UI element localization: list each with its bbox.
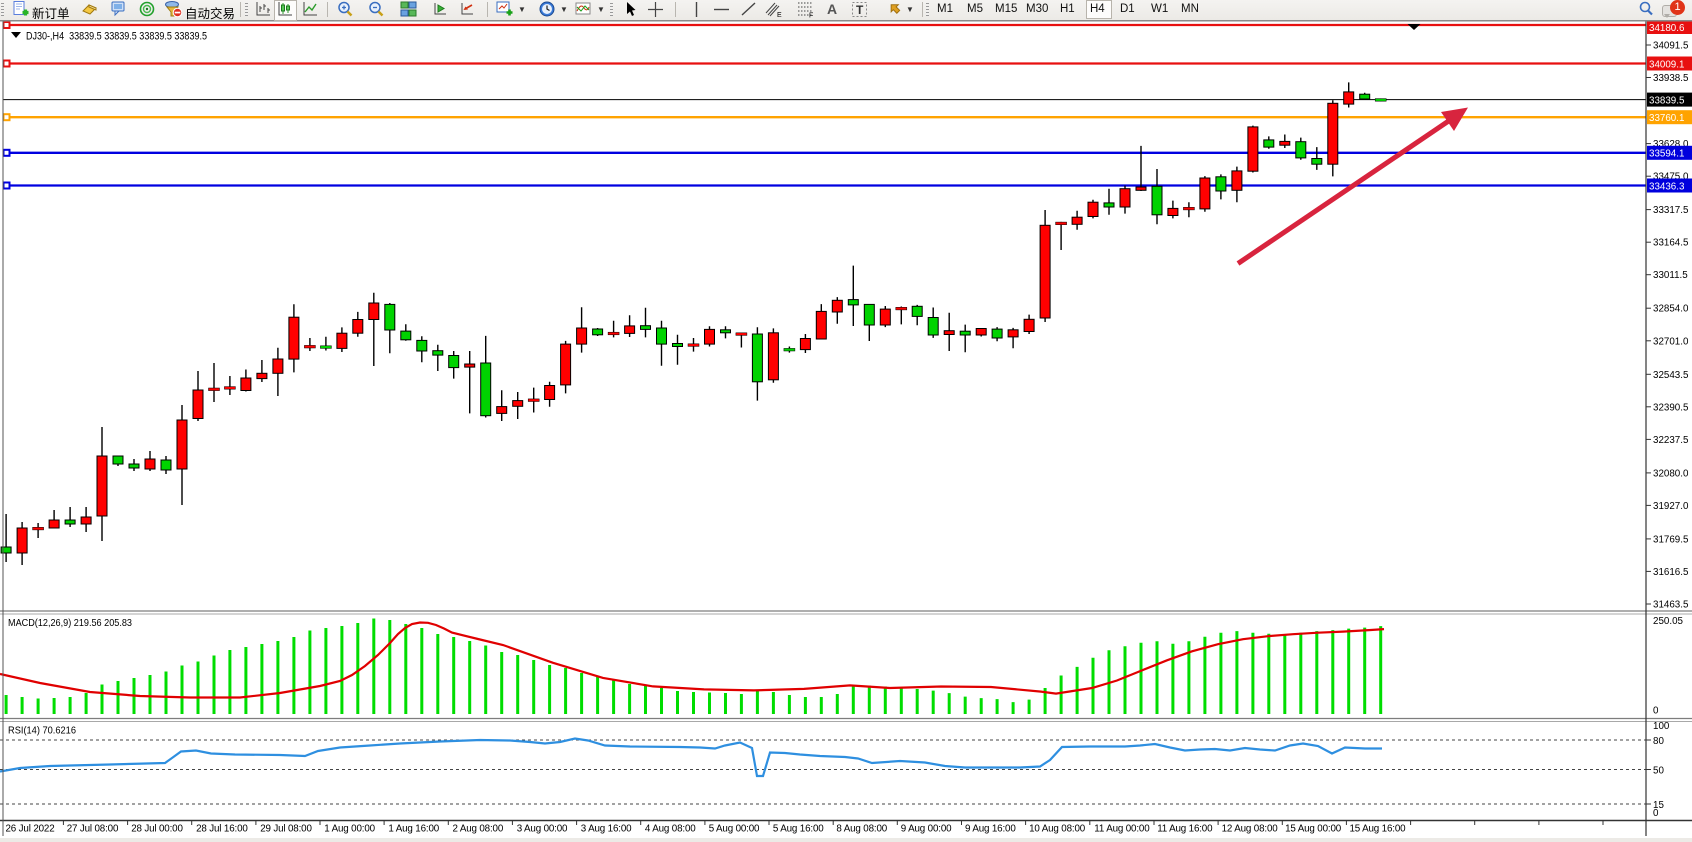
svg-text:33839.5: 33839.5	[1649, 95, 1685, 106]
svg-text:34091.5: 34091.5	[1653, 41, 1689, 52]
svg-text:9 Aug 16:00: 9 Aug 16:00	[965, 824, 1016, 835]
svg-text:2 Aug 08:00: 2 Aug 08:00	[453, 824, 504, 835]
svg-text:1 Aug 16:00: 1 Aug 16:00	[388, 824, 439, 835]
svg-text:33594.1: 33594.1	[1649, 149, 1684, 160]
svg-text:1 Aug 00:00: 1 Aug 00:00	[324, 824, 375, 835]
svg-text:33938.5: 33938.5	[1653, 73, 1689, 84]
svg-text:28 Jul 00:00: 28 Jul 00:00	[131, 824, 183, 835]
svg-text:80: 80	[1653, 736, 1664, 747]
svg-text:32701.0: 32701.0	[1653, 336, 1689, 347]
svg-text:5 Aug 00:00: 5 Aug 00:00	[709, 824, 760, 835]
svg-text:31927.0: 31927.0	[1653, 501, 1689, 512]
svg-text:3 Aug 16:00: 3 Aug 16:00	[581, 824, 632, 835]
svg-text:28 Jul 16:00: 28 Jul 16:00	[196, 824, 248, 835]
svg-text:3 Aug 00:00: 3 Aug 00:00	[517, 824, 568, 835]
svg-text:RSI(14) 70.6216: RSI(14) 70.6216	[8, 725, 76, 737]
svg-text:15: 15	[1653, 800, 1664, 811]
svg-text:T: T	[856, 3, 864, 17]
svg-text:33628.0: 33628.0	[1653, 139, 1689, 150]
svg-text:26 Jul 2022: 26 Jul 2022	[6, 824, 55, 835]
svg-text:DJ30-,H4 33839.5 33839.5 3383: DJ30-,H4 33839.5 33839.5 33839.5 33839.5	[26, 31, 207, 43]
svg-text:15 Aug 00:00: 15 Aug 00:00	[1285, 824, 1342, 835]
svg-text:27 Jul 08:00: 27 Jul 08:00	[67, 824, 119, 835]
svg-text:31769.5: 31769.5	[1653, 534, 1689, 545]
svg-text:10 Aug 08:00: 10 Aug 08:00	[1029, 824, 1086, 835]
svg-text:32237.5: 32237.5	[1653, 435, 1689, 446]
svg-text:33164.5: 33164.5	[1653, 238, 1689, 249]
svg-text:50: 50	[1653, 766, 1664, 777]
svg-text:33436.3: 33436.3	[1649, 181, 1685, 192]
svg-text:F: F	[809, 13, 813, 19]
svg-text:31616.5: 31616.5	[1653, 567, 1689, 578]
svg-text:15 Aug 16:00: 15 Aug 16:00	[1350, 824, 1407, 835]
svg-text:29 Jul 08:00: 29 Jul 08:00	[260, 824, 312, 835]
svg-text:11 Aug 16:00: 11 Aug 16:00	[1157, 824, 1213, 835]
svg-text:31463.5: 31463.5	[1653, 600, 1689, 611]
svg-text:E: E	[777, 12, 782, 18]
svg-text:100: 100	[1653, 721, 1670, 732]
svg-text:250.05: 250.05	[1653, 616, 1684, 627]
svg-text:32543.5: 32543.5	[1653, 370, 1689, 381]
svg-text:12 Aug 08:00: 12 Aug 08:00	[1222, 824, 1279, 835]
svg-text:8 Aug 08:00: 8 Aug 08:00	[836, 824, 887, 835]
svg-text:0: 0	[1653, 808, 1659, 819]
svg-text:0: 0	[1653, 706, 1659, 717]
svg-text:5 Aug 16:00: 5 Aug 16:00	[773, 824, 824, 835]
svg-text:32080.0: 32080.0	[1653, 468, 1689, 479]
svg-text:32390.5: 32390.5	[1653, 402, 1689, 413]
svg-text:34009.1: 34009.1	[1649, 59, 1684, 70]
svg-text:32854.0: 32854.0	[1653, 304, 1689, 315]
svg-text:11 Aug 00:00: 11 Aug 00:00	[1094, 824, 1150, 835]
svg-text:34180.6: 34180.6	[1649, 23, 1685, 34]
svg-text:9 Aug 00:00: 9 Aug 00:00	[901, 824, 952, 835]
svg-text:33760.1: 33760.1	[1649, 113, 1684, 124]
svg-text:33475.0: 33475.0	[1653, 172, 1689, 183]
svg-text:33011.5: 33011.5	[1653, 270, 1688, 281]
svg-text:4 Aug 08:00: 4 Aug 08:00	[645, 824, 696, 835]
svg-text:33317.5: 33317.5	[1653, 205, 1689, 216]
svg-text:MACD(12,26,9) 219.56 205.83: MACD(12,26,9) 219.56 205.83	[8, 617, 132, 629]
